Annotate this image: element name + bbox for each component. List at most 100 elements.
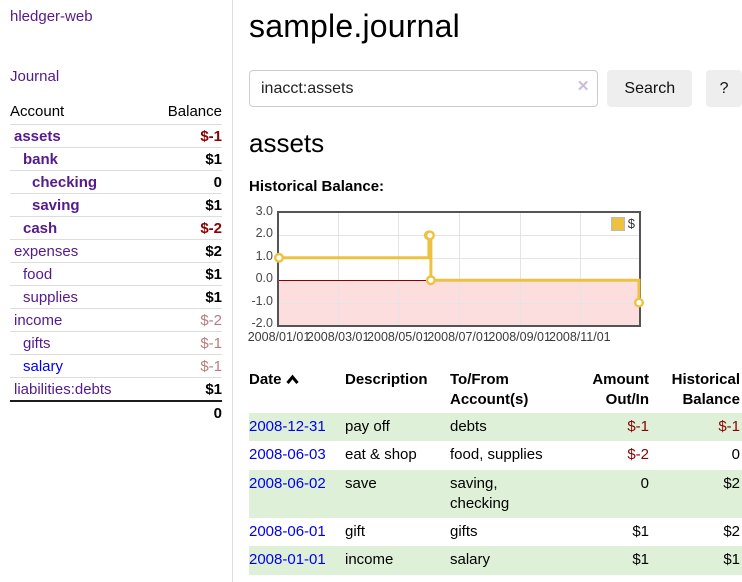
historical-balance-chart: $ 3.02.01.00.0-1.0-2.02008/01/012008/03/… [249,208,742,350]
legend-swatch [611,217,625,231]
account-name-cell: cash [10,217,148,240]
help-button[interactable]: ? [706,70,742,107]
chart-plot-area: $ [277,211,641,327]
balance-column-header-register: Historical Balance [657,368,742,413]
nav-journal: Journal [10,68,222,85]
account-balance: $1 [148,286,222,309]
account-row: assets$-1 [10,125,222,148]
chart-y-tick-label: -2.0 [249,316,273,331]
register-amount-cell: $-1 [560,413,657,441]
account-link[interactable]: gifts [23,335,51,352]
register-description-cell: eat & shop [345,441,450,469]
register-balance-cell: 0 [657,441,742,469]
register-balance-cell: $-1 [657,413,742,441]
register-row: 2008-12-31pay offdebts$-1$-1 [249,413,742,441]
register-accounts-cell: debts [450,413,560,441]
account-balance: $-2 [148,217,222,240]
transaction-date-link[interactable]: 2008-12-31 [249,418,326,435]
account-row: checking 0 [10,171,222,194]
total-spacer [10,401,148,425]
account-name-cell: liabilities:debts [10,378,148,402]
transaction-date-link[interactable]: 2008-06-02 [249,475,326,492]
register-date-cell: 2008-06-03 [249,441,345,469]
account-row: liabilities:debts$1 [10,378,222,402]
register-amount-cell: $-2 [560,441,657,469]
data-point-marker [635,299,643,307]
account-link[interactable]: assets [14,128,61,145]
register-date-cell: 2008-12-31 [249,413,345,441]
page-title: sample.journal [249,8,742,45]
account-row: expenses $2 [10,240,222,263]
account-link[interactable]: saving [32,197,80,214]
chart-x-tick-label: 2008/05/01 [367,330,430,344]
transaction-date-link[interactable]: 2008-06-01 [249,523,326,540]
register-accounts-cell: food, supplies [450,441,560,469]
account-name-cell: saving [10,194,148,217]
register-row: 2008-06-02savesaving, checking0$2 [249,470,742,519]
register-description-cell: gift [345,518,450,546]
account-balance: $2 [148,240,222,263]
account-balance: $-1 [148,332,222,355]
data-point-marker [426,232,434,240]
account-link[interactable]: salary [23,358,63,375]
account-link[interactable]: income [14,312,62,329]
account-name-cell: expenses [10,240,148,263]
balance-column-header: Balance [148,100,222,125]
register-row: 2008-06-01giftgifts$1$2 [249,518,742,546]
chart-x-tick-label: 2008/11/01 [549,330,611,344]
account-balance: $1 [148,194,222,217]
transaction-date-link[interactable]: 2008-01-01 [249,551,326,568]
legend-label: $ [628,216,635,231]
chart-title: Historical Balance: [249,178,742,195]
sidebar-account-rows: assets$-1bank$1checking0saving$1cash$-2e… [10,125,222,402]
account-link[interactable]: supplies [23,289,78,306]
register-description-cell: pay off [345,413,450,441]
register-balance-cell: $1 [657,546,742,574]
total-balance: 0 [148,401,222,425]
register-amount-cell: 0 [560,470,657,519]
account-column-header: Account [10,100,148,125]
nav-journal-link[interactable]: Journal [10,68,59,85]
chart-legend: $ [611,216,635,231]
register-description-cell: income [345,546,450,574]
account-balance: 0 [148,171,222,194]
chart-y-tick-label: 3.0 [249,204,273,219]
chart-y-tick-label: 1.0 [249,249,273,264]
app-title-link[interactable]: hledger-web [10,8,93,25]
sort-ascending-icon [285,374,300,385]
account-heading: assets [249,128,742,159]
account-row: food $1 [10,263,222,286]
chart-y-tick-label: 2.0 [249,226,273,241]
chart-x-tick-label: 2008/09/01 [488,330,551,344]
account-row: bank$1 [10,148,222,171]
account-link[interactable]: liabilities:debts [14,381,112,398]
account-name-cell: gifts [10,332,148,355]
balance-series-line [279,213,639,325]
account-link[interactable]: checking [32,174,97,191]
account-link[interactable]: food [23,266,52,283]
register-description-cell: save [345,470,450,519]
account-name-cell: checking [10,171,148,194]
account-row: saving $1 [10,194,222,217]
account-link[interactable]: cash [23,220,57,237]
description-column-header: Description [345,368,450,413]
account-link[interactable]: bank [23,151,58,168]
account-balance: $-1 [148,355,222,378]
clear-search-icon[interactable]: ✕ [577,79,590,94]
date-column-header[interactable]: Date [249,368,345,413]
search-button[interactable]: Search [607,70,692,107]
search-form: ✕ Search ? [249,70,742,107]
sidebar-total-row: 0 [10,401,222,425]
register-accounts-cell: saving, checking [450,470,560,519]
register-row: 2008-01-01incomesalary$1$1 [249,546,742,574]
account-row: salary $-1 [10,355,222,378]
account-row: supplies $1 [10,286,222,309]
transaction-date-link[interactable]: 2008-06-03 [249,446,326,463]
account-name-cell: salary [10,355,148,378]
account-name-cell: bank [10,148,148,171]
search-input[interactable] [249,70,598,107]
register-date-cell: 2008-01-01 [249,546,345,574]
account-balance: $1 [148,263,222,286]
account-link[interactable]: expenses [14,243,78,260]
account-row: cash $-2 [10,217,222,240]
